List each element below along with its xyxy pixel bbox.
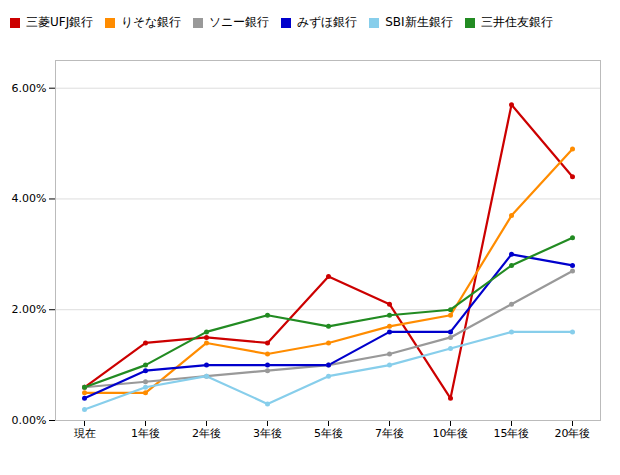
html-text:SBI新生銀行: SBI新生銀行	[385, 15, 453, 29]
svg-text:1年後: 1年後	[131, 427, 160, 440]
svg-text:10年後: 10年後	[433, 427, 469, 440]
html-text:ソニー銀行: ソニー銀行	[209, 15, 270, 29]
html-text:三菱UFJ銀行: 三菱UFJ銀行	[26, 15, 94, 29]
html-text:りそな銀行: りそな銀行	[121, 15, 182, 29]
svg-text:6.00%: 6.00%	[12, 82, 47, 95]
svg-text:2.00%: 2.00%	[12, 303, 47, 316]
svg-text:4.00%: 4.00%	[12, 192, 47, 205]
svg-text:5年後: 5年後	[314, 427, 343, 440]
html-text:三井住友銀行: 三井住友銀行	[480, 15, 553, 29]
svg-text:2年後: 2年後	[192, 427, 221, 440]
svg-text:0.00%: 0.00%	[12, 414, 47, 427]
svg-text:3年後: 3年後	[253, 427, 282, 440]
svg-text:15年後: 15年後	[494, 427, 530, 440]
svg-text:7年後: 7年後	[375, 427, 404, 440]
svg-text:現在: 現在	[74, 427, 96, 440]
html-text:みずほ銀行: みずほ銀行	[297, 15, 358, 29]
svg-text:20年後: 20年後	[555, 427, 591, 440]
